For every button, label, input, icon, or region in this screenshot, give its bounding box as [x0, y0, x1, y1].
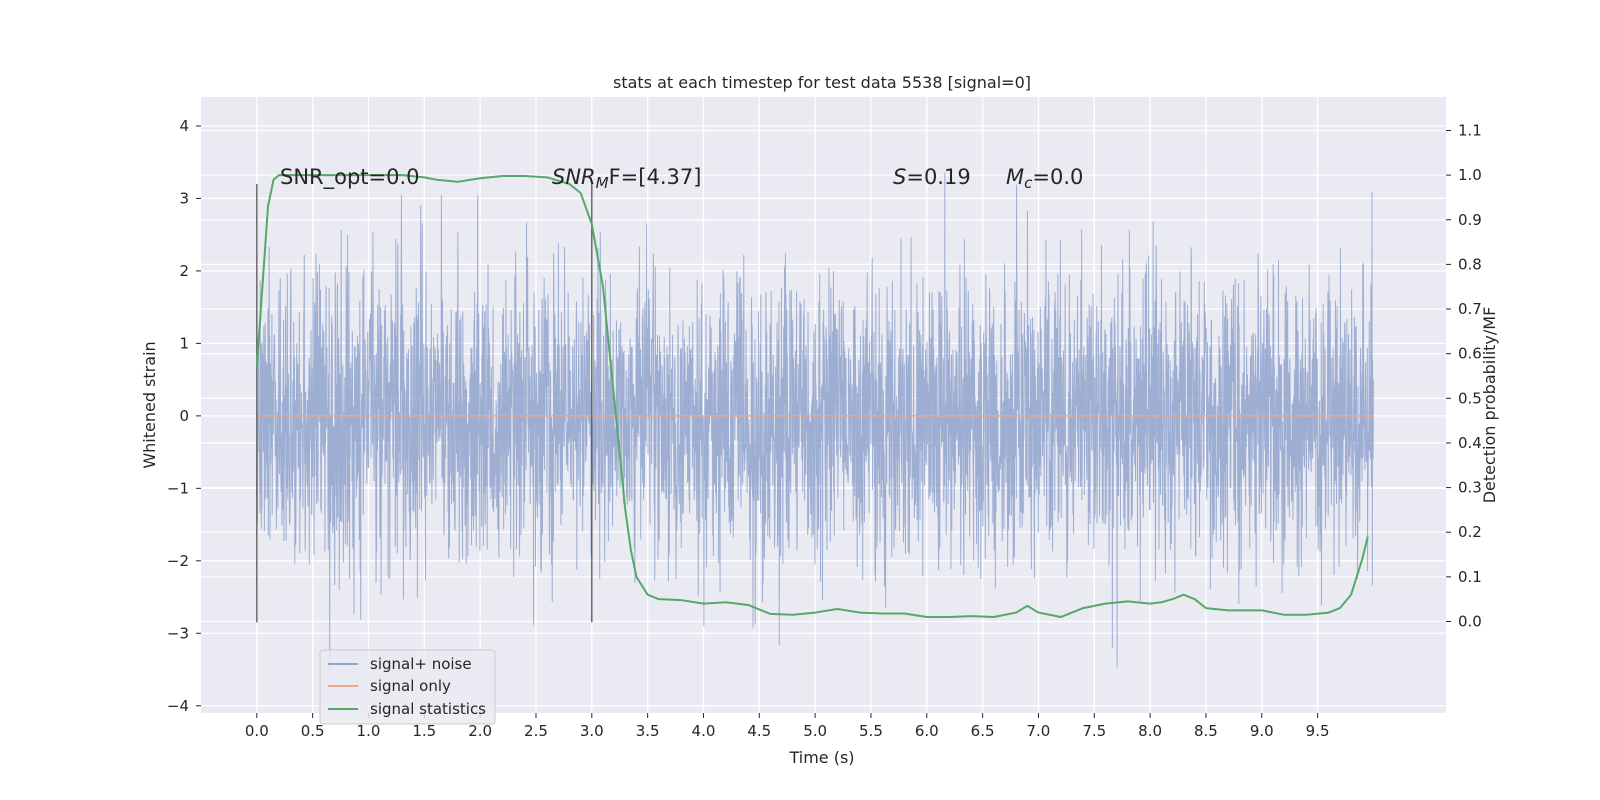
y2-tick-label: 0.9 [1458, 211, 1482, 229]
legend-box [319, 649, 496, 725]
y2-tick-label: 0.5 [1458, 389, 1482, 407]
y2-tick-label: 0.1 [1458, 568, 1482, 586]
x-tick-label: 4.0 [692, 722, 716, 740]
y-tick-label: −1 [167, 479, 189, 497]
x-tick-label: 9.0 [1250, 722, 1274, 740]
y2-tick-label: 1.1 [1458, 121, 1482, 139]
y-tick-label: −3 [167, 624, 189, 642]
y2-tick-label: 1.0 [1458, 166, 1482, 184]
y2-axis-label: Detection probability/MF [1480, 307, 1499, 504]
x-axis-label: Time (s) [788, 748, 854, 767]
annotation-mc: Mc=0.0 [1006, 165, 1083, 192]
x-tick-label: 7.0 [1027, 722, 1051, 740]
axis-ticks: 0.0 0.5 1.0 1.5 2.0 2.5 3.0 3.5 4.0 4.5 5.0 5.5 6.0 6… [167, 117, 1482, 740]
annotation-snr-opt: SNR_opt=0.0 [280, 165, 420, 190]
annotation-snr-mf: SNRMF=[4.37] [552, 165, 701, 192]
y-tick-label: 2 [179, 262, 189, 280]
legend-label-signal-plus-noise: signal+ noise [370, 655, 472, 673]
y2-tick-label: 0.2 [1458, 523, 1482, 541]
x-tick-label: 2.0 [468, 722, 492, 740]
x-tick-label: 6.0 [915, 722, 939, 740]
y-tick-label: −2 [167, 552, 189, 570]
y2-tick-label: 0.0 [1458, 612, 1482, 630]
x-tick-label: 0.0 [245, 722, 269, 740]
annotation-s: S=0.19 [893, 165, 971, 189]
series-signal-statistics [255, 174, 1369, 619]
y-tick-label: 0 [179, 407, 189, 425]
x-tick-label: 5.5 [859, 722, 883, 740]
x-tick-label: 0.5 [301, 722, 325, 740]
y2-tick-label: 0.4 [1458, 434, 1482, 452]
x-tick-label: 8.0 [1138, 722, 1162, 740]
series-signal-plus-noise [256, 172, 1374, 672]
y-tick-label: 1 [179, 334, 189, 352]
y-tick-label: 4 [179, 117, 189, 135]
signal-statistics-line [255, 174, 1369, 619]
x-tick-label: 9.5 [1306, 722, 1330, 740]
y2-tick-label: 0.3 [1458, 479, 1482, 497]
signal-plus-noise-line [256, 172, 1374, 672]
x-tick-label: 3.0 [580, 722, 604, 740]
x-tick-label: 7.5 [1082, 722, 1106, 740]
x-tick-label: 8.5 [1194, 722, 1218, 740]
x-tick-label: 1.0 [357, 722, 381, 740]
x-tick-label: 3.5 [636, 722, 660, 740]
y-tick-label: 3 [179, 189, 189, 207]
y-tick-label: −4 [167, 697, 189, 715]
x-tick-label: 6.5 [971, 722, 995, 740]
x-tick-label: 1.5 [412, 722, 436, 740]
chart-title: stats at each timestep for test data 553… [613, 73, 1031, 92]
y-axis-label: Whitened strain [140, 341, 159, 468]
legend-label-signal-statistics: signal statistics [370, 700, 486, 718]
y2-tick-label: 0.7 [1458, 300, 1482, 318]
legend: signal+ noise signal only signal statist… [319, 649, 496, 725]
x-tick-label: 4.5 [747, 722, 771, 740]
y2-tick-label: 0.8 [1458, 255, 1482, 273]
event-markers [256, 183, 593, 623]
x-tick-label: 5.0 [803, 722, 827, 740]
legend-label-signal-only: signal only [370, 677, 451, 695]
x-tick-label: 2.5 [524, 722, 548, 740]
y2-tick-label: 0.6 [1458, 345, 1482, 363]
